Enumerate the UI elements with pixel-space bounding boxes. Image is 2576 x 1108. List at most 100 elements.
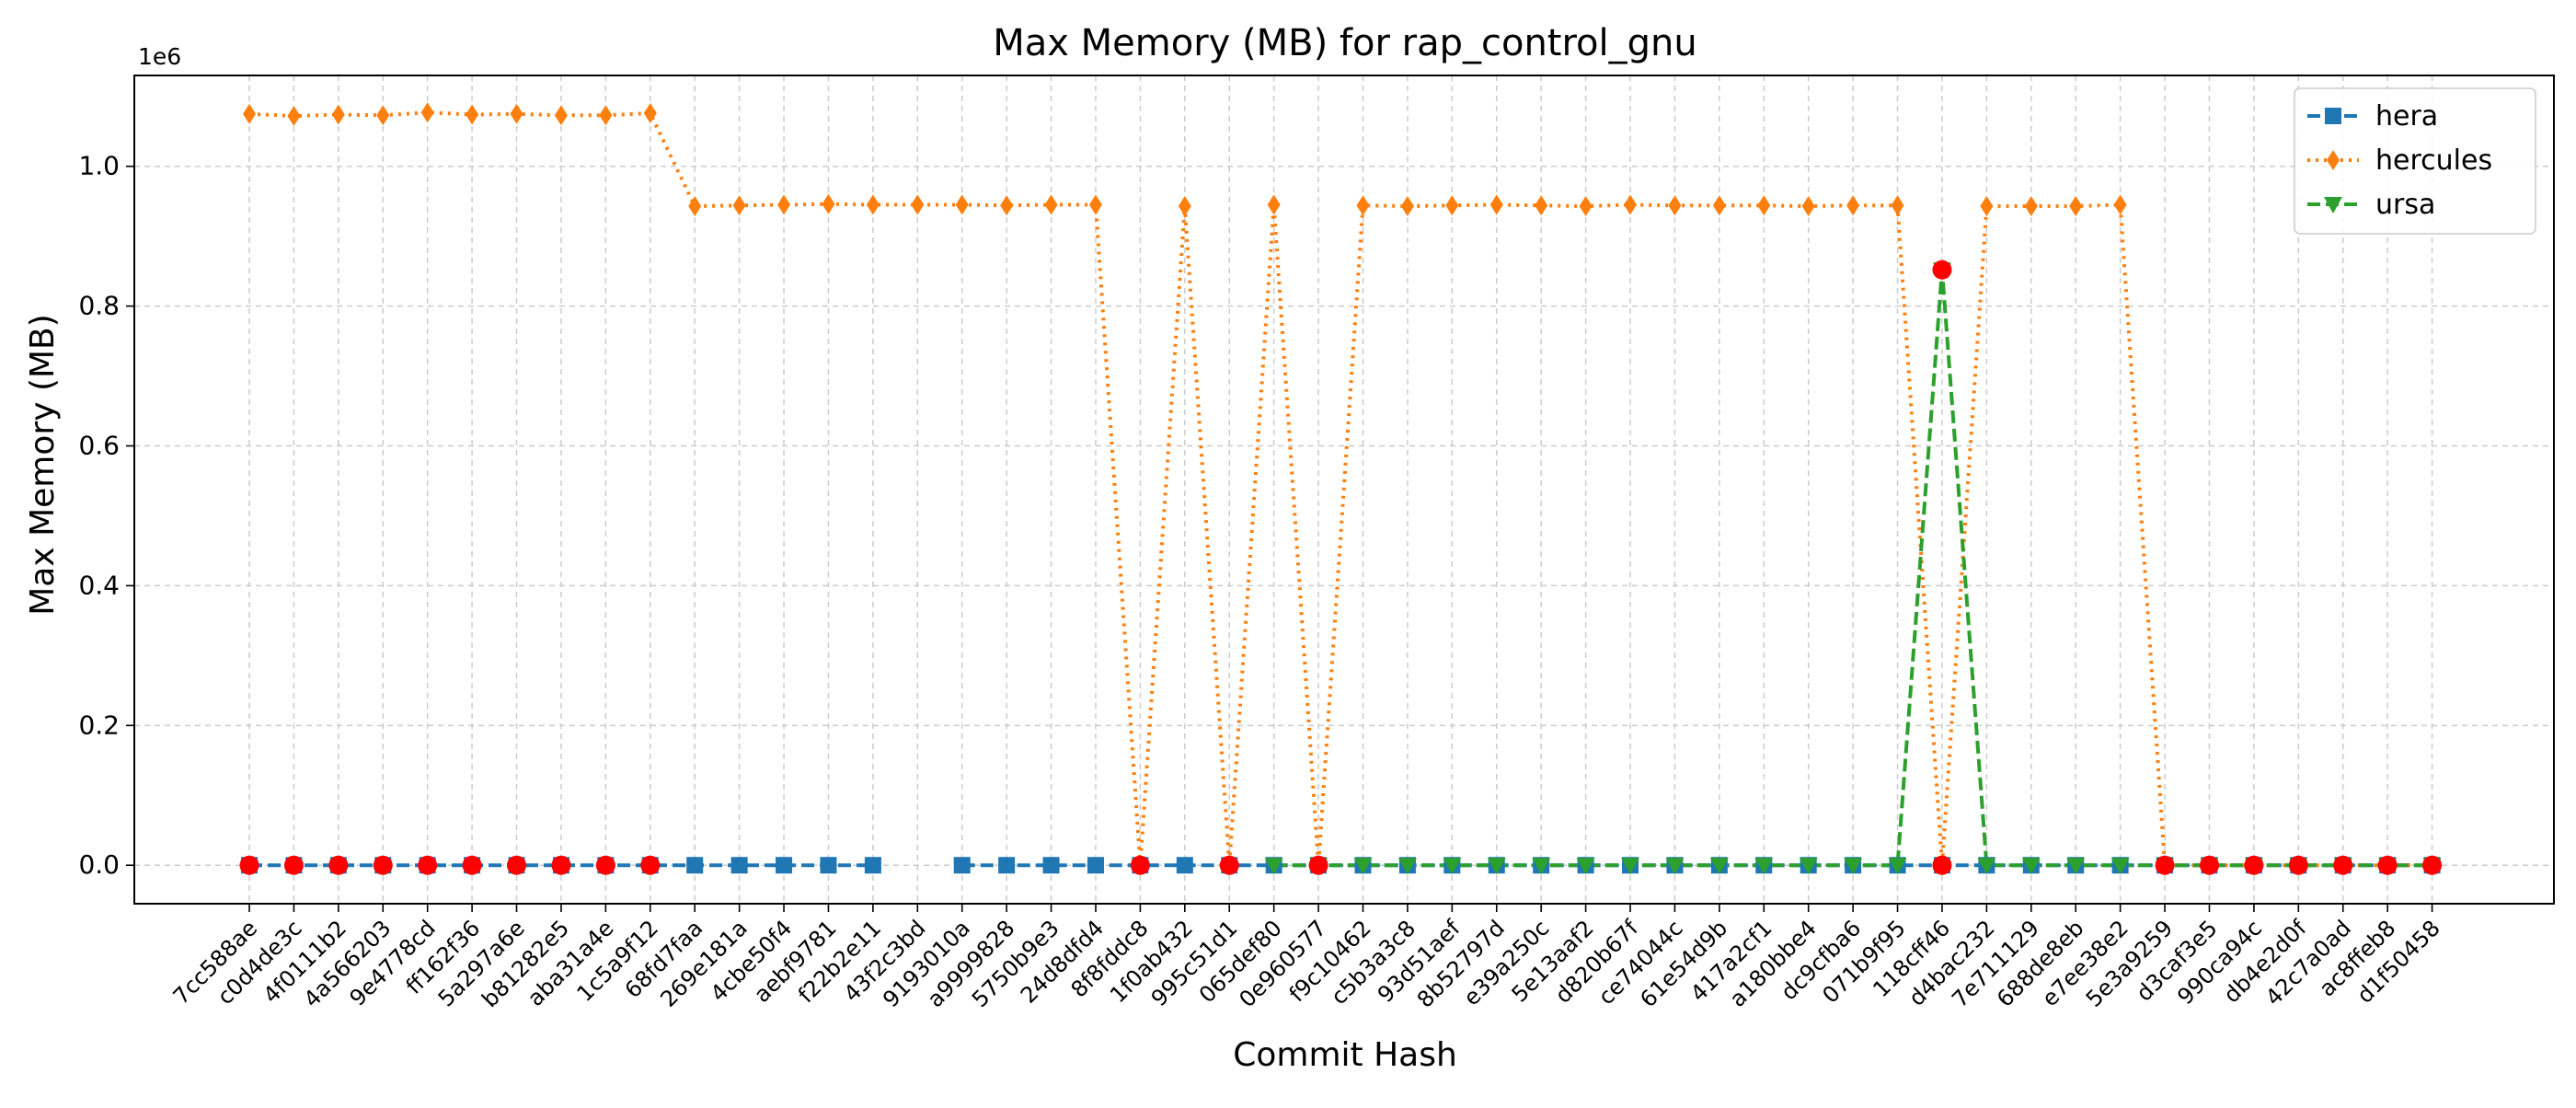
data-point-ursa	[2110, 858, 2130, 875]
data-point-hera	[1042, 857, 1060, 874]
highlight-point	[373, 855, 393, 875]
highlight-point	[1308, 855, 1328, 875]
legend-box	[2294, 87, 2536, 235]
highlight-point	[2244, 855, 2264, 875]
data-point-hercules	[554, 105, 568, 126]
highlight-point	[2333, 855, 2353, 875]
data-point-hercules	[688, 196, 702, 217]
data-point-hera	[686, 857, 704, 874]
data-point-hera	[998, 857, 1016, 874]
data-point-ursa	[1443, 858, 1462, 875]
data-point-hercules	[2024, 196, 2038, 217]
data-point-hera	[776, 857, 793, 874]
y-tick-label: 1.0	[78, 151, 120, 181]
data-point-ursa	[1621, 858, 1640, 875]
data-point-hercules	[1624, 194, 1638, 215]
data-point-hercules	[777, 194, 791, 215]
data-point-hercules	[1712, 195, 1726, 216]
highlight-point	[1130, 855, 1150, 875]
data-point-hercules	[866, 194, 880, 215]
data-point-ursa	[1844, 858, 1863, 875]
y-axis-label: Max Memory (MB)	[24, 314, 62, 616]
data-point-hercules	[1579, 196, 1593, 217]
highlight-point	[283, 855, 304, 875]
data-point-ursa	[1532, 858, 1551, 875]
data-point-hercules	[1356, 195, 1370, 216]
data-point-ursa	[1977, 858, 1996, 875]
data-point-hercules	[1178, 196, 1191, 217]
highlight-point	[239, 855, 259, 875]
highlight-point	[418, 855, 438, 875]
data-point-hera	[953, 857, 971, 874]
data-point-hercules	[1400, 196, 1414, 217]
highlight-point	[2199, 855, 2219, 875]
plot-area-frame	[133, 75, 2555, 905]
data-point-hercules	[2069, 196, 2083, 217]
data-point-hercules	[1000, 195, 1014, 216]
data-point-ursa	[1754, 858, 1774, 875]
data-point-ursa	[1799, 858, 1818, 875]
y-tick-label: 0.4	[78, 570, 120, 600]
highlight-point	[507, 855, 527, 875]
data-point-hera	[1176, 857, 1193, 874]
legend: hera hercules ursa	[2294, 87, 2536, 235]
highlight-point	[328, 855, 349, 875]
highlight-point	[1219, 855, 1239, 875]
y-tick-label: 0.2	[78, 710, 120, 740]
highlight-points	[239, 260, 2443, 875]
highlight-point	[2155, 855, 2175, 875]
legend-label-hercules: hercules	[2375, 144, 2492, 177]
highlight-point	[551, 855, 571, 875]
highlight-point	[1932, 855, 1952, 875]
y-tick-label: 0.0	[78, 849, 120, 880]
data-point-hera	[864, 857, 881, 874]
highlight-point	[595, 855, 615, 875]
legend-marker-ursa	[2324, 197, 2342, 214]
highlight-point	[462, 855, 482, 875]
y-axis-scale-label: 1e6	[138, 43, 181, 70]
data-point-ursa	[1665, 858, 1685, 875]
chart-title: Max Memory (MB) for rap_control_gnu	[993, 22, 1697, 64]
data-point-hercules	[1801, 196, 1815, 217]
legend-marker-hera	[2325, 108, 2341, 124]
data-point-ursa	[1264, 858, 1283, 875]
data-point-hercules	[376, 105, 390, 126]
data-point-hercules	[243, 103, 256, 124]
data-point-hercules	[732, 195, 746, 216]
data-point-hercules	[510, 103, 523, 124]
data-point-ursa	[1576, 858, 1595, 875]
data-point-ursa	[1888, 858, 1907, 875]
data-point-hera	[1087, 857, 1104, 874]
data-point-hercules	[911, 194, 925, 215]
grid-lines	[134, 75, 2554, 904]
data-point-ursa	[1397, 858, 1417, 875]
data-point-hercules	[1757, 195, 1771, 216]
legend-label-hera: hera	[2375, 100, 2438, 133]
data-point-hercules	[599, 105, 613, 126]
data-point-hercules	[1044, 194, 1058, 215]
data-point-hercules	[955, 194, 969, 215]
data-point-hercules	[2113, 194, 2127, 215]
data-point-hercules	[420, 102, 434, 123]
data-point-hercules	[466, 104, 479, 125]
y-tick-label: 0.8	[78, 291, 120, 321]
data-point-hercules	[1088, 194, 1102, 215]
data-point-hercules	[1846, 195, 1860, 216]
legend-marker-hercules	[2327, 150, 2340, 170]
highlight-point	[2422, 855, 2443, 875]
data-point-ursa	[2066, 858, 2086, 875]
y-tick-label: 0.6	[78, 431, 120, 461]
data-point-ursa	[1487, 858, 1506, 875]
data-point-hercules	[1668, 195, 1682, 216]
highlight-point	[640, 855, 661, 875]
data-point-hera	[730, 857, 748, 874]
data-point-hercules	[1445, 195, 1459, 216]
data-point-hercules	[1535, 195, 1548, 216]
data-point-hercules	[331, 104, 345, 125]
highlight-point	[2288, 855, 2308, 875]
data-point-hercules	[1980, 196, 1994, 217]
data-point-hercules	[1891, 195, 1904, 216]
